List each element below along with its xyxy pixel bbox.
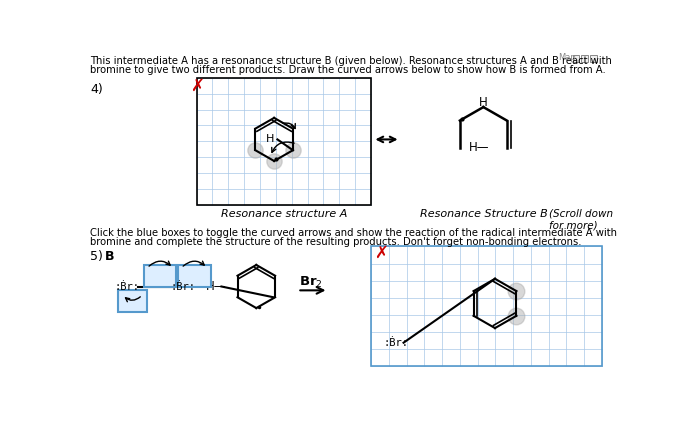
Bar (581, 55, 588, 61)
Bar (144, 265, 177, 287)
Text: 5): 5) (90, 250, 103, 262)
Text: H—: H— (206, 280, 226, 293)
Text: Br$_2$: Br$_2$ (299, 275, 323, 290)
FancyArrowPatch shape (149, 261, 170, 266)
Text: H: H (479, 96, 488, 109)
FancyArrowPatch shape (272, 142, 294, 152)
Text: This intermediate A has a resonance structure B (given below). Resonance structu: This intermediate A has a resonance stru… (90, 56, 612, 65)
Text: bromine and complete the structure of the resulting products. Don't forget non-b: bromine and complete the structure of th… (90, 237, 582, 247)
FancyArrowPatch shape (283, 123, 295, 128)
Bar (371, 246, 602, 366)
Text: 4): 4) (90, 83, 103, 96)
Text: H—: H— (469, 141, 490, 154)
Text: Resonance structure A: Resonance structure A (220, 209, 347, 219)
Text: H: H (266, 134, 274, 145)
Text: :Ḃr:: :Ḃr: (115, 282, 140, 292)
Text: ✗: ✗ (374, 244, 388, 262)
Text: (Scroll down
for more): (Scroll down for more) (549, 209, 613, 230)
Bar (572, 55, 580, 61)
Bar (590, 55, 596, 61)
Text: Map: Map (559, 53, 576, 62)
Text: bromine to give two different products. Draw the curved arrows below to show how: bromine to give two different products. … (90, 65, 606, 75)
Text: B: B (104, 250, 114, 262)
Bar (178, 265, 210, 287)
Text: :Ḃr:: :Ḃr: (384, 338, 408, 348)
Bar (117, 290, 147, 312)
Bar (197, 78, 371, 205)
Text: ✗: ✗ (189, 77, 204, 95)
FancyArrowPatch shape (183, 261, 204, 266)
Text: Click the blue boxes to toggle the curved arrows and show the reaction of the ra: Click the blue boxes to toggle the curve… (90, 228, 617, 238)
FancyArrowPatch shape (125, 297, 140, 302)
Text: :Ḃr:: :Ḃr: (170, 282, 195, 292)
Text: Resonance Structure B: Resonance Structure B (419, 209, 547, 219)
